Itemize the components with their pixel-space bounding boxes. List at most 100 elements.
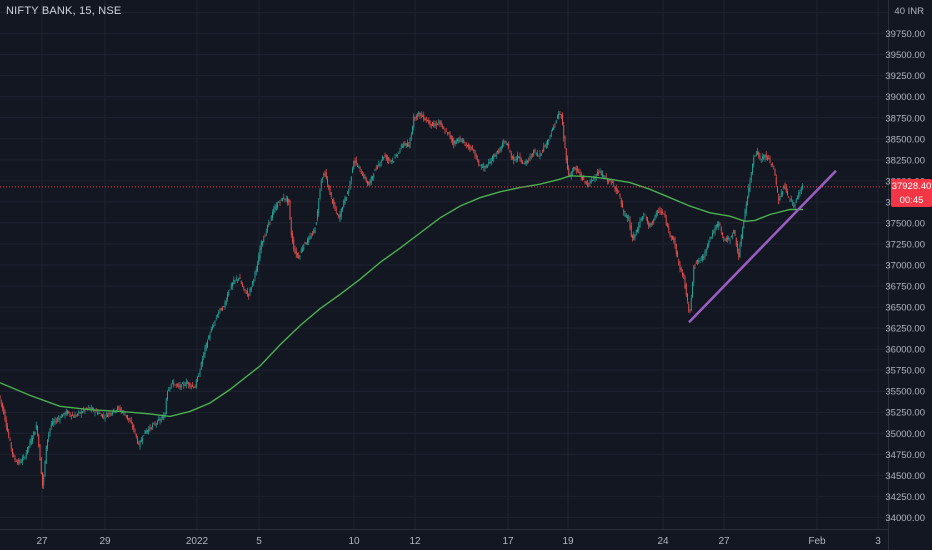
candle-body: [73, 416, 75, 418]
candle-body: [358, 167, 360, 168]
candle-body: [588, 182, 590, 184]
price-tick-label: 39000.00: [885, 92, 925, 103]
candle-body: [633, 234, 635, 240]
candle-body: [615, 187, 617, 191]
candle-body: [585, 181, 587, 184]
candle-body: [767, 157, 768, 160]
candle-body: [75, 415, 77, 417]
candle-body: [443, 127, 445, 130]
candle-body: [472, 147, 473, 149]
candle-body: [260, 240, 262, 251]
candle-body: [218, 311, 220, 315]
candle-body: [430, 124, 432, 126]
time-tick-label: 19: [562, 536, 574, 547]
candle-body: [94, 411, 96, 413]
candle-body: [557, 115, 558, 119]
candle-body: [375, 168, 377, 170]
price-tick-label: 34500.00: [885, 471, 925, 482]
candle-body: [550, 133, 552, 137]
candle-body: [37, 426, 38, 435]
candle-body: [498, 150, 500, 154]
candle-body: [408, 145, 410, 147]
candle-body: [354, 161, 356, 163]
time-axis[interactable]: 27 29 2022 5 10 12 17 19 24 27 Feb 3: [36, 536, 881, 547]
price-tick-label: 39250.00: [885, 71, 925, 82]
candle-body: [654, 215, 656, 220]
candle-body: [367, 180, 368, 184]
candle-body: [517, 155, 518, 160]
candle-body: [672, 236, 673, 239]
candle-body: [768, 158, 770, 159]
candle-body: [287, 197, 288, 203]
candle-body: [320, 181, 322, 188]
candle-body: [279, 202, 281, 204]
candle-body: [677, 252, 678, 258]
candle-body: [187, 383, 188, 384]
candle-body: [343, 200, 345, 207]
candle-body: [500, 146, 502, 151]
candle-body: [222, 307, 223, 311]
candle-body: [422, 116, 423, 117]
candle-body: [14, 458, 16, 460]
candle-body: [444, 131, 446, 133]
candle-body: [460, 139, 462, 141]
candle-body: [19, 460, 21, 463]
candle-body: [175, 384, 177, 385]
candle-body: [554, 124, 556, 126]
candle-body: [489, 161, 491, 164]
candle-body: [250, 287, 252, 291]
candle-body: [727, 238, 728, 240]
candle-body: [720, 226, 722, 232]
candle-body: [710, 236, 712, 238]
candle-body: [339, 214, 341, 221]
candle-body: [564, 136, 566, 149]
candle-body: [520, 159, 522, 162]
candle-body: [100, 414, 102, 417]
candle-body: [653, 218, 655, 223]
candle-body: [242, 284, 243, 287]
candle-body: [795, 198, 797, 202]
candle-body: [608, 179, 610, 183]
candle-body: [159, 418, 161, 422]
time-tick-label: 17: [502, 536, 514, 547]
candle-body: [58, 418, 60, 420]
candle-body: [773, 166, 775, 168]
candle-body: [347, 192, 348, 194]
candle-body: [67, 411, 68, 415]
symbol-title[interactable]: NIFTY BANK, 15, NSE: [6, 5, 122, 17]
candle-body: [323, 174, 325, 176]
candle-body: [10, 442, 12, 449]
candle-body: [774, 169, 776, 176]
candle-body: [565, 148, 567, 161]
candle-body: [712, 233, 713, 237]
candle-body: [447, 132, 448, 134]
ascending-trendline[interactable]: [688, 169, 837, 324]
candle-body: [69, 413, 71, 416]
candle-body: [204, 347, 206, 355]
candle-body: [142, 438, 143, 442]
candle-body: [132, 425, 133, 428]
candle-body: [148, 428, 150, 433]
candle-body: [110, 413, 112, 415]
price-tick-label: 38500.00: [885, 134, 925, 145]
candle-body: [188, 382, 190, 386]
candle-body: [504, 141, 506, 143]
price-axis[interactable]: 39750.00 39500.00 39250.00 39000.00 38750.00…: [885, 29, 925, 524]
candle-body: [508, 144, 510, 149]
candle-body: [419, 112, 421, 117]
candle-body: [158, 418, 160, 421]
candle-body: [452, 138, 453, 142]
candle-body: [35, 424, 37, 430]
candle-body: [334, 205, 336, 209]
candle-body: [590, 179, 592, 184]
candle-body: [112, 412, 113, 414]
candle-body: [139, 440, 141, 447]
candle-body: [227, 294, 228, 300]
candle-body: [578, 172, 580, 173]
candle-body: [9, 438, 11, 441]
candle-body: [617, 190, 618, 192]
candle-body: [529, 156, 531, 159]
candle-body: [145, 430, 147, 434]
candle-body: [602, 173, 603, 177]
